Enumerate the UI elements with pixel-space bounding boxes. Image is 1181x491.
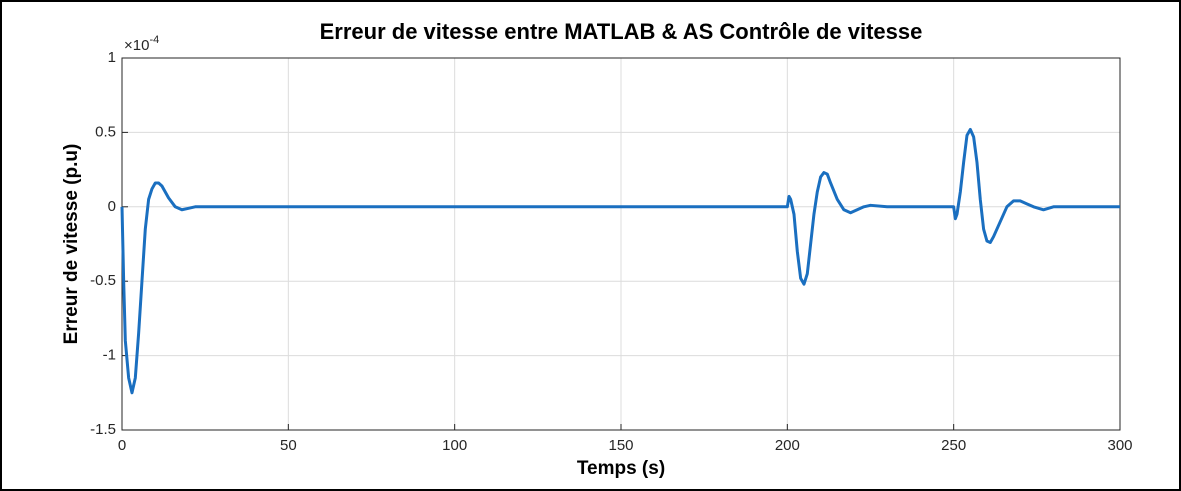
y-axis-label: Erreur de vitesse (p.u) (61, 144, 82, 345)
x-tick-label: 100 (442, 437, 467, 454)
x-tick-label: 150 (608, 437, 633, 454)
y-multiplier: ×10-4 (124, 34, 159, 54)
x-tick-label: 50 (280, 437, 297, 454)
x-tick-label: 0 (118, 437, 126, 454)
y-tick-label: 0.5 (95, 123, 116, 140)
y-tick-label: -0.5 (90, 272, 116, 289)
x-tick-label: 300 (1107, 437, 1132, 454)
multiplier-power: -4 (149, 34, 159, 46)
y-tick-label: 1 (108, 49, 116, 66)
data-line (120, 127, 1120, 395)
multiplier-base: ×10 (124, 37, 149, 54)
y-tick-label: 0 (108, 198, 116, 215)
x-tick-label: 200 (775, 437, 800, 454)
x-tick-label: 250 (941, 437, 966, 454)
chart-title: Erreur de vitesse entre MATLAB & AS Cont… (320, 19, 923, 44)
x-axis-label: Temps (s) (577, 458, 665, 479)
y-tick-label: -1 (103, 347, 116, 364)
y-tick-label: -1.5 (90, 421, 116, 438)
